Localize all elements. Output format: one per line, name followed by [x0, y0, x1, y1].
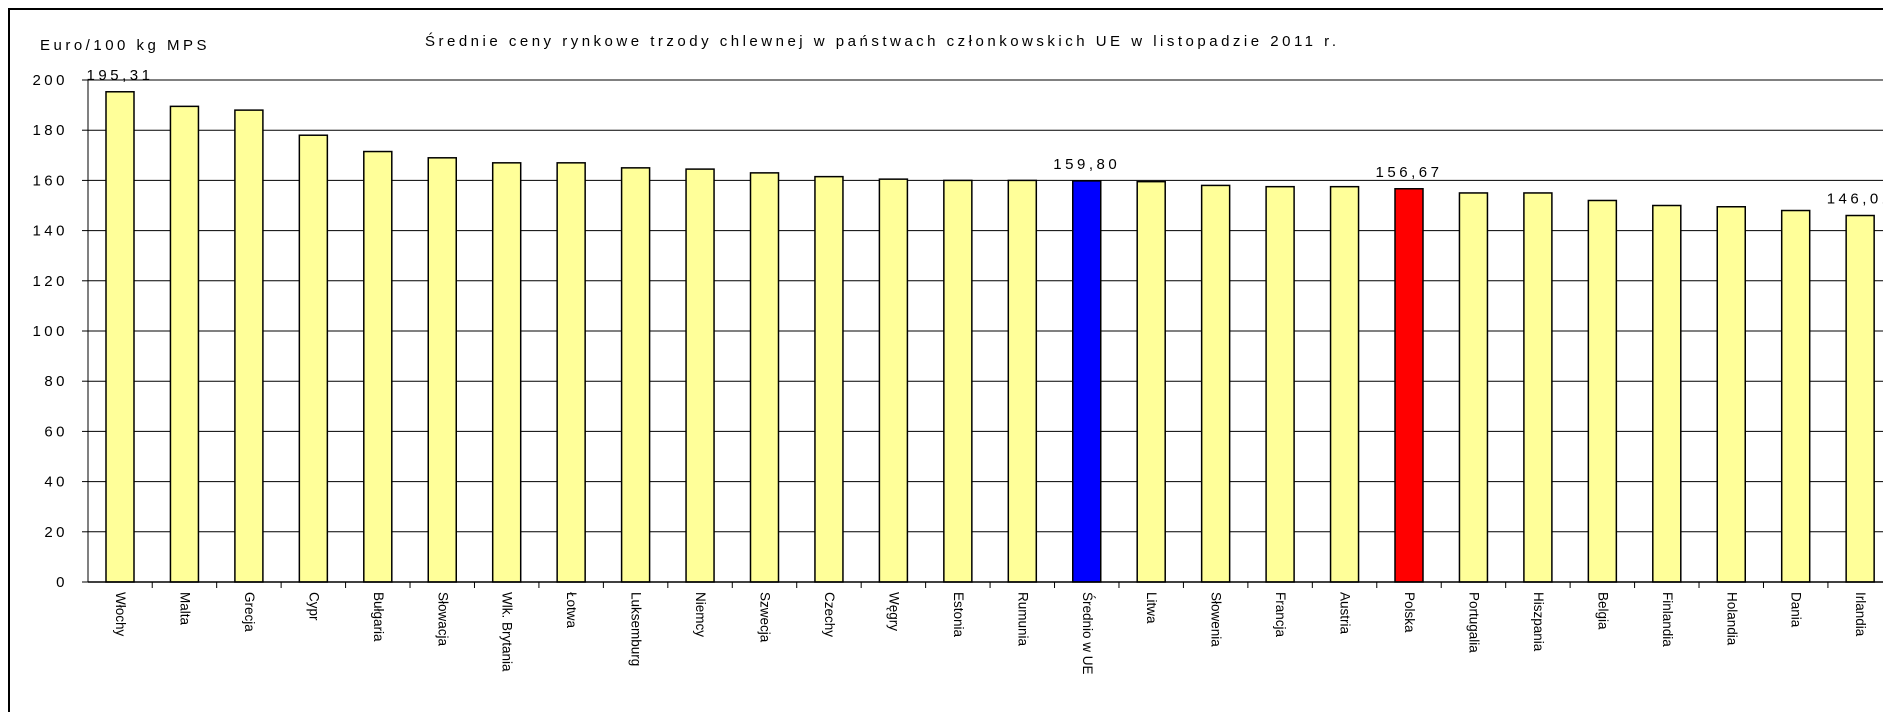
chart-title: Średnie ceny rynkowe trzody chlewnej w p… — [425, 32, 1340, 50]
x-tick-label-20: Polska — [1402, 592, 1417, 633]
x-tick-label-24: Finlandia — [1660, 592, 1675, 647]
bar-15 — [1073, 181, 1101, 582]
x-tick-label-1: Malta — [177, 592, 192, 626]
x-tick-label-11: Czechy — [822, 592, 837, 637]
bar-2 — [235, 110, 263, 582]
y-tick-label-120: 120 — [32, 273, 68, 290]
y-tick-label-60: 60 — [44, 423, 68, 440]
y-tick-label-20: 20 — [44, 524, 68, 541]
data-label-3: 146,01 — [1827, 191, 1883, 208]
bars — [106, 92, 1874, 582]
y-tick-label-140: 140 — [32, 223, 68, 240]
x-tick-label-5: Słowacja — [435, 592, 450, 647]
x-tick-label-26: Dania — [1789, 592, 1804, 628]
x-tick-label-23: Belgia — [1595, 592, 1610, 630]
x-tick-label-8: Luksemburg — [629, 592, 644, 666]
y-tick-label-80: 80 — [44, 373, 68, 390]
y-tick-label-0: 0 — [56, 574, 68, 591]
y-tick-label-40: 40 — [44, 474, 68, 491]
bar-7 — [557, 163, 585, 582]
x-tick-label-4: Bułgaria — [371, 592, 386, 642]
x-tick-label-17: Słowenia — [1209, 592, 1224, 647]
data-label-2: 156,67 — [1376, 164, 1443, 181]
x-tick-label-10: Szwecja — [758, 592, 773, 643]
x-tick-label-0: Włochy — [113, 592, 128, 637]
bar-6 — [493, 163, 521, 582]
data-labels: 195,31 159,80 156,67 146,01 — [87, 67, 1883, 208]
x-tick-label-13: Estonia — [951, 592, 966, 638]
x-tick-label-9: Niemcy — [693, 592, 708, 637]
y-tick-label-200: 200 — [32, 72, 68, 89]
x-tick-label-12: Węgry — [886, 592, 901, 631]
x-tick-label-7: Łotwa — [564, 592, 579, 629]
bar-4 — [364, 152, 392, 582]
bar-3 — [299, 135, 327, 582]
data-label-0: 195,31 — [87, 67, 154, 84]
bar-24 — [1653, 206, 1681, 583]
bar-5 — [428, 158, 456, 582]
bar-0 — [106, 92, 134, 582]
x-tick-label-21: Portugalia — [1466, 592, 1481, 653]
x-tick-label-3: Cypr — [306, 592, 321, 621]
y-tick-label-100: 100 — [32, 323, 68, 340]
bar-20 — [1395, 189, 1423, 582]
y-tick-label-160: 160 — [32, 172, 68, 189]
y-axis-label: Euro/100 kg MPS — [40, 37, 210, 54]
bar-27 — [1846, 216, 1874, 582]
y-axis: 0 20 40 60 80 100 120 140 160 180 200 — [32, 72, 88, 591]
bar-11 — [815, 177, 843, 582]
x-tick-label-18: Francja — [1273, 592, 1288, 638]
x-tick-label-25: Holandia — [1724, 592, 1739, 646]
x-tick-label-14: Rumunia — [1015, 592, 1030, 647]
x-axis: Włochy Malta Grecja Cypr Bułgaria Słowacja Wlk… — [88, 582, 1883, 675]
bar-8 — [622, 168, 650, 582]
bar-13 — [944, 180, 972, 582]
x-tick-label-19: Austria — [1338, 592, 1353, 635]
x-tick-label-15: Średnio w UE — [1080, 592, 1095, 675]
bar-23 — [1588, 200, 1616, 582]
x-tick-label-22: Hiszpania — [1531, 592, 1546, 652]
bar-17 — [1202, 185, 1230, 582]
bar-16 — [1137, 182, 1165, 582]
x-tick-label-2: Grecja — [242, 592, 257, 632]
bar-14 — [1008, 180, 1036, 582]
bar-18 — [1266, 187, 1294, 582]
bar-25 — [1717, 207, 1745, 582]
bar-9 — [686, 169, 714, 582]
bar-10 — [751, 173, 779, 582]
bar-22 — [1524, 193, 1552, 582]
x-tick-label-6: Wlk. Brytania — [500, 592, 515, 672]
y-tick-label-180: 180 — [32, 122, 68, 139]
x-tick-label-27: Irlandia — [1853, 592, 1868, 637]
x-tick-label-16: Litwa — [1144, 592, 1159, 624]
bar-26 — [1782, 211, 1810, 582]
bar-12 — [879, 179, 907, 582]
bar-21 — [1459, 193, 1487, 582]
bar-1 — [170, 106, 198, 582]
bar-19 — [1331, 187, 1359, 582]
data-label-1: 159,80 — [1053, 156, 1120, 173]
